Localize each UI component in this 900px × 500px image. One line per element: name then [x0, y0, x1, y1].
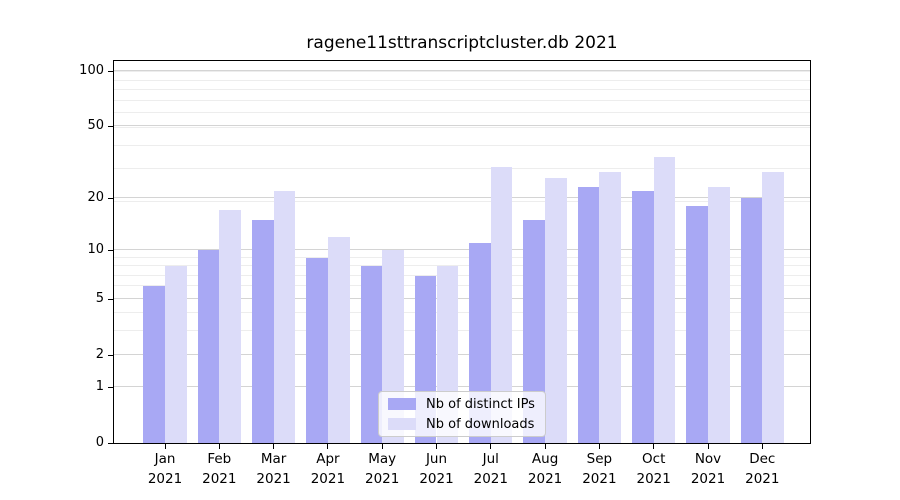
ytick-mark-2 — [108, 354, 113, 356]
bar-distinct-ips-nov — [686, 205, 708, 443]
ytick-mark-20 — [108, 197, 113, 199]
gridline-major-2 — [114, 353, 810, 355]
xtick-mark-jun — [436, 444, 437, 449]
gridline-minor-49 — [114, 127, 810, 129]
ytick-label-100: 100 — [79, 63, 104, 79]
xtick-mark-apr — [327, 444, 329, 449]
xtick-label-may: May 2021 — [365, 451, 400, 487]
ytick-label-0: 0 — [95, 435, 104, 450]
xtick-label-jun: Jun 2021 — [419, 451, 454, 487]
bar-downloads-sep — [599, 171, 622, 443]
xtick-mark-nov — [707, 444, 709, 449]
bar-downloads-apr — [327, 236, 350, 443]
gridline-minor-4 — [114, 312, 810, 314]
xtick-mark-aug — [544, 444, 546, 449]
gridline-minor-69 — [114, 99, 810, 101]
gridline-major-20 — [114, 196, 810, 198]
xtick-label-aug: Aug 2021 — [527, 451, 563, 487]
xtick-mark-oct — [653, 444, 655, 449]
gridline-major-100 — [114, 70, 810, 72]
bar-downloads-jan — [165, 266, 187, 443]
plot-area — [113, 60, 811, 444]
ytick-mark-5 — [108, 298, 113, 300]
ytick-label-5: 5 — [95, 290, 104, 306]
ytick-mark-10 — [108, 249, 113, 251]
xtick-mark-feb — [218, 444, 220, 449]
xtick-mark-may — [381, 444, 383, 449]
xtick-mark-mar — [273, 444, 275, 449]
gridline-minor-6 — [114, 285, 810, 287]
gridline-minor-3 — [114, 330, 810, 332]
bar-distinct-ips-aug — [523, 219, 546, 443]
xtick-label-jul: Jul 2021 — [473, 451, 508, 487]
bar-downloads-jul — [490, 166, 513, 443]
legend-item-distinct-ips: Nb of distinct IPs — [388, 397, 536, 412]
gridline-minor-99 — [114, 71, 810, 73]
legend-swatch-downloads — [388, 418, 416, 430]
bar-downloads-mar — [273, 190, 296, 443]
ytick-mark-50 — [108, 126, 113, 128]
gridline-minor-39 — [114, 145, 810, 147]
legend-swatch-distinct-ips — [388, 398, 416, 410]
gridline-minor-7 — [114, 274, 810, 276]
chart-title: ragene11sttranscriptcluster.db 2021 — [306, 33, 618, 53]
gridline-minor-89 — [114, 79, 810, 81]
gridline-major-5 — [114, 297, 810, 299]
xtick-label-jan: Jan 2021 — [147, 451, 183, 487]
gridline-minor-8 — [114, 265, 810, 267]
bar-downloads-oct — [653, 156, 676, 443]
bar-downloads-feb — [219, 210, 241, 443]
bar-distinct-ips-feb — [197, 249, 220, 443]
ytick-mark-0 — [108, 443, 113, 444]
bar-downloads-dec — [762, 171, 784, 443]
ytick-label-10: 10 — [87, 241, 104, 257]
bar-distinct-ips-apr — [306, 257, 328, 443]
ytick-label-2: 2 — [95, 346, 104, 362]
bar-distinct-ips-jan — [143, 286, 165, 443]
ytick-mark-100 — [108, 71, 113, 73]
legend-item-downloads: Nb of downloads — [388, 417, 536, 432]
gridline-minor-59 — [114, 112, 810, 114]
xtick-mark-jul — [490, 444, 492, 449]
bar-distinct-ips-mar — [251, 219, 274, 443]
xtick-mark-dec — [761, 444, 763, 449]
legend-label-downloads: Nb of downloads — [426, 416, 535, 432]
bar-distinct-ips-dec — [740, 197, 763, 443]
ytick-label-20: 20 — [87, 189, 104, 205]
xtick-label-oct: Oct 2021 — [636, 451, 671, 487]
ytick-label-1: 1 — [95, 379, 104, 395]
bar-downloads-nov — [708, 187, 730, 443]
legend-label-distinct-ips: Nb of distinct IPs — [426, 396, 535, 412]
gridline-minor-79 — [114, 89, 810, 91]
gridline-minor-29 — [114, 168, 810, 170]
xtick-label-nov: Nov 2021 — [690, 451, 726, 487]
bar-downloads-aug — [545, 177, 567, 443]
gridline-minor-9 — [114, 256, 810, 258]
xtick-label-apr: Apr 2021 — [310, 451, 346, 487]
gridline-major-1 — [114, 386, 810, 388]
bar-distinct-ips-oct — [632, 190, 654, 443]
xtick-label-feb: Feb 2021 — [202, 451, 237, 487]
ytick-label-50: 50 — [87, 118, 104, 134]
xtick-mark-jan — [164, 444, 166, 449]
gridline-minor-19 — [114, 200, 810, 202]
gridline-major-10 — [114, 248, 810, 250]
ytick-mark-1 — [108, 387, 113, 389]
xtick-mark-sep — [598, 444, 600, 449]
gridline-major-50 — [114, 125, 810, 127]
xtick-label-mar: Mar 2021 — [256, 451, 291, 487]
bar-distinct-ips-sep — [577, 187, 600, 443]
xtick-label-dec: Dec 2021 — [745, 451, 780, 487]
xtick-label-sep: Sep 2021 — [582, 451, 617, 487]
bar-distinct-ips-may — [360, 266, 383, 443]
legend: Nb of distinct IPs Nb of downloads — [378, 391, 546, 437]
